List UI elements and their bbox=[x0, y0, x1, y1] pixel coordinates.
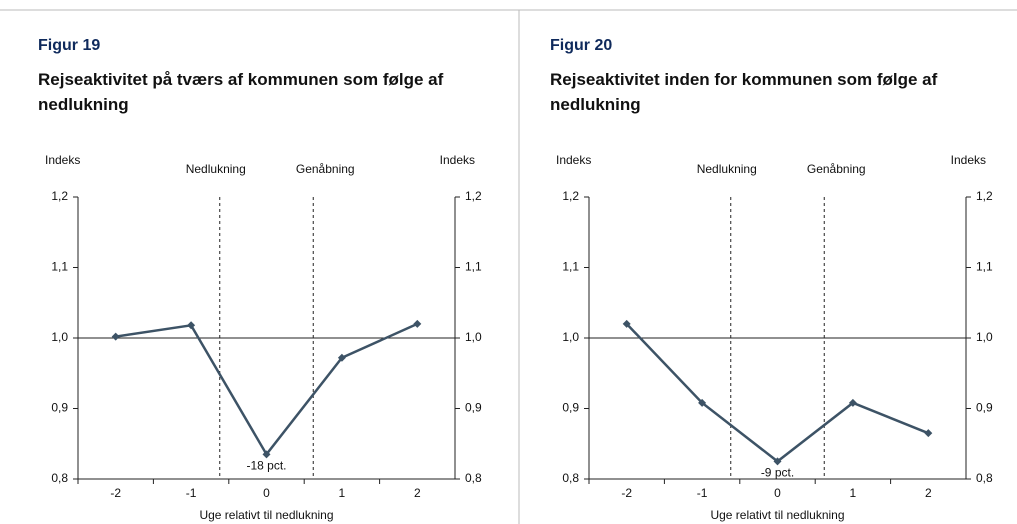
x-tick-label: -2 bbox=[621, 486, 632, 500]
series-line bbox=[115, 322, 418, 457]
y-tick-label: 0,8 bbox=[51, 471, 68, 485]
x-tick-label: 0 bbox=[263, 486, 270, 500]
y2-tick-label: 0,9 bbox=[976, 401, 993, 415]
y-tick-label: 0,8 bbox=[562, 471, 579, 485]
point bbox=[773, 457, 782, 466]
y-tick-label: 1,2 bbox=[562, 189, 579, 203]
y2-axis-label: Indeks bbox=[440, 153, 475, 167]
x-tick-label: -1 bbox=[186, 486, 197, 500]
y-tick-label: 1,0 bbox=[51, 330, 68, 344]
annotation: -18 pct. bbox=[246, 458, 286, 472]
point bbox=[262, 450, 271, 459]
annotation: Nedlukning bbox=[186, 162, 246, 176]
y-tick-label: 1,0 bbox=[562, 330, 579, 344]
annotation: Genåbning bbox=[296, 162, 355, 176]
x-axis-label: Uge relativt til nedlukning bbox=[710, 508, 844, 522]
annotation: Nedlukning bbox=[697, 162, 757, 176]
figure-label: Figur 19 bbox=[38, 37, 101, 54]
chart-title: Rejseaktivitet på tværs af kommunen som … bbox=[38, 70, 444, 114]
y2-tick-label: 1,1 bbox=[465, 260, 482, 274]
x-tick-label: 1 bbox=[850, 486, 857, 500]
y2-tick-label: 1,0 bbox=[465, 330, 482, 344]
y2-tick-label: 1,0 bbox=[976, 330, 993, 344]
y-tick-label: 1,1 bbox=[562, 260, 579, 274]
point bbox=[111, 332, 120, 341]
annotation: -9 pct. bbox=[761, 466, 794, 480]
y2-tick-label: 0,9 bbox=[465, 401, 482, 415]
y-tick-label: 1,1 bbox=[51, 260, 68, 274]
y2-tick-label: 1,1 bbox=[976, 260, 993, 274]
x-tick-label: 2 bbox=[414, 486, 421, 500]
point bbox=[848, 398, 857, 407]
x-tick-label: 0 bbox=[774, 486, 781, 500]
y-tick-label: 0,9 bbox=[562, 401, 579, 415]
x-axis-label: Uge relativt til nedlukning bbox=[199, 508, 333, 522]
x-tick-label: -1 bbox=[697, 486, 708, 500]
series-line bbox=[625, 323, 929, 463]
x-tick-label: -2 bbox=[110, 486, 121, 500]
point bbox=[698, 398, 707, 407]
y2-tick-label: 0,8 bbox=[465, 471, 482, 485]
y-axis-label: Indeks bbox=[556, 153, 591, 167]
y-tick-label: 1,2 bbox=[51, 189, 68, 203]
annotation: Genåbning bbox=[807, 162, 866, 176]
point bbox=[622, 319, 631, 328]
x-tick-label: 1 bbox=[339, 486, 346, 500]
figure-label: Figur 20 bbox=[550, 37, 613, 54]
point bbox=[924, 429, 933, 438]
y2-tick-label: 1,2 bbox=[465, 189, 482, 203]
point bbox=[413, 319, 422, 328]
point bbox=[337, 353, 346, 362]
chart-title: Rejseaktivitet inden for kommunen som fø… bbox=[550, 70, 938, 114]
point bbox=[187, 321, 196, 330]
y2-tick-label: 0,8 bbox=[976, 471, 993, 485]
x-tick-label: 2 bbox=[925, 486, 932, 500]
y-tick-label: 0,9 bbox=[51, 401, 68, 415]
y2-axis-label: Indeks bbox=[951, 153, 986, 167]
y2-tick-label: 1,2 bbox=[976, 189, 993, 203]
y-axis-label: Indeks bbox=[45, 153, 80, 167]
